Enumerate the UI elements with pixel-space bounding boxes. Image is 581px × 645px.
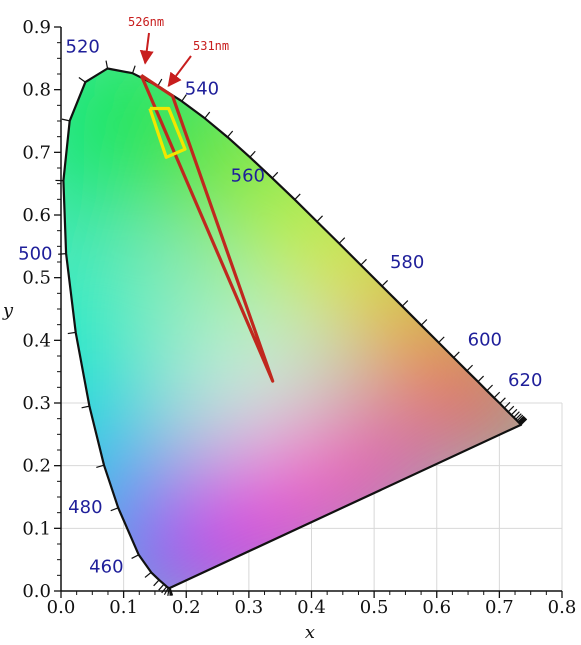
wavelength-label-460: 460 — [89, 556, 123, 577]
locus-tick — [466, 364, 473, 372]
y-tick-label: 0.6 — [22, 205, 51, 226]
locus-tick — [67, 331, 76, 335]
x-tick-label: 0.0 — [47, 597, 76, 618]
locus-tick — [503, 401, 511, 409]
locus-tick — [96, 464, 105, 468]
locus-tick — [515, 413, 522, 420]
gamut-tint-15 — [162, 254, 273, 364]
locus-tick — [105, 60, 109, 69]
locus-tick — [316, 215, 323, 222]
locus-tick — [519, 417, 526, 424]
locus-tick — [507, 405, 515, 413]
locus-tick — [158, 583, 165, 591]
locus-tick — [360, 258, 367, 266]
series — [139, 73, 275, 383]
wavelength-label-620: 620 — [508, 370, 542, 391]
x-axis-title: x — [305, 622, 315, 643]
y-axis-title: y — [2, 300, 14, 321]
x-tick-label: 0.6 — [422, 597, 451, 618]
y-tick-label: 0.2 — [22, 456, 51, 477]
wavelength-label-540: 540 — [185, 78, 219, 99]
locus-tick — [271, 171, 279, 179]
locus-tick — [78, 76, 86, 83]
locus-tick — [110, 507, 119, 512]
locus-tick — [420, 319, 428, 326]
locus-tick — [181, 94, 187, 102]
y-tick-label: 0.7 — [22, 142, 51, 163]
locus-tick — [381, 279, 389, 287]
x-tick-label: 0.4 — [297, 597, 326, 618]
x-tick-label: 0.8 — [548, 597, 577, 618]
locus-tick — [131, 65, 136, 74]
locus-tick — [499, 397, 506, 404]
wavelength-label-500: 500 — [18, 244, 52, 265]
y-tick-label: 0.8 — [22, 80, 51, 101]
locus-tick — [61, 118, 70, 122]
x-tick-label: 0.1 — [109, 597, 138, 618]
x-tick-label: 0.3 — [235, 597, 264, 618]
gamut-tint-13 — [291, 395, 432, 536]
locus-tick — [513, 411, 520, 418]
locus-tick — [167, 587, 170, 596]
locus-tick — [518, 416, 525, 423]
locus-tick — [131, 554, 139, 559]
annotation-531nm: 531nm — [193, 39, 229, 53]
locus-tick — [227, 130, 234, 138]
x-tick-label: 0.2 — [172, 597, 201, 618]
wavelength-label-520: 520 — [66, 36, 100, 57]
locus-tick — [477, 375, 485, 383]
locus-tick — [81, 405, 90, 409]
locus-tick — [144, 571, 152, 578]
locus-tick — [516, 414, 524, 422]
yellow-quadrilateral — [148, 106, 187, 159]
y-tick-label: 0.5 — [22, 268, 51, 289]
locus-tick — [153, 579, 160, 587]
locus-tick — [520, 418, 528, 426]
y-tick-label: 0.3 — [22, 393, 51, 414]
annotation-531nm-arrow — [167, 55, 192, 88]
locus-tick — [249, 150, 256, 158]
locus-tick — [518, 416, 526, 424]
locus-tick — [338, 237, 346, 244]
locus-tick — [517, 415, 525, 423]
annotation-526nm: 526nm — [128, 15, 164, 29]
locus-tick — [401, 300, 409, 307]
locus-tick — [168, 587, 171, 597]
locus-tick — [58, 253, 67, 255]
y-tick-label: 0.0 — [22, 581, 51, 602]
wavelength-label-480: 480 — [68, 497, 102, 518]
y-tick-label: 0.4 — [22, 330, 51, 351]
wavelength-label-600: 600 — [468, 330, 502, 351]
y-tick-label: 0.1 — [22, 518, 51, 539]
red-triangle — [139, 73, 275, 383]
x-tick-label: 0.7 — [485, 597, 514, 618]
locus-tick — [486, 384, 493, 392]
locus-tick — [453, 351, 460, 358]
annotations: 526nm 531nm — [128, 15, 229, 88]
wavelength-label-580: 580 — [390, 252, 424, 273]
locus-tick — [294, 193, 301, 201]
x-tick-label: 0.5 — [360, 597, 389, 618]
locus-tick — [161, 586, 168, 594]
locus-tick — [493, 391, 501, 399]
annotation-526nm-arrow — [139, 32, 154, 65]
y-tick-label: 0.9 — [22, 17, 51, 38]
axes: 0.0 0.1 0.2 0.3 0.4 0.5 0.6 0.7 0.8 0.0 0.1 0.2 0.3 0… — [22, 17, 576, 618]
locus-tick — [204, 111, 211, 119]
wavelength-label-560: 560 — [231, 166, 265, 187]
wavelength-labels: 460 480 500 520 540 560 580 600 620 — [18, 36, 542, 577]
locus-tick — [438, 336, 445, 343]
locus-tick — [510, 408, 518, 416]
